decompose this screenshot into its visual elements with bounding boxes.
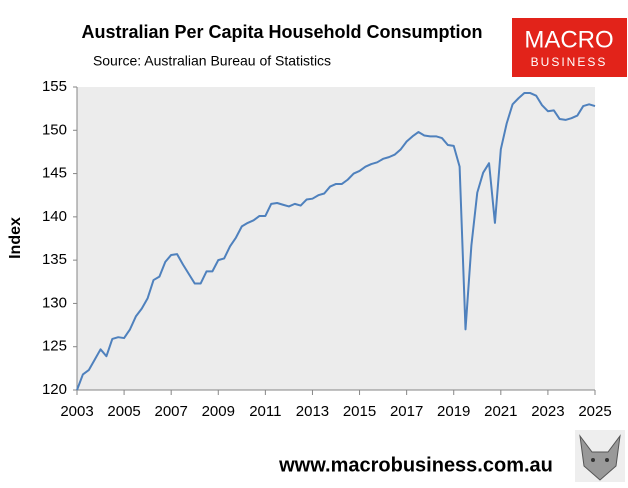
data-line: [76, 92, 596, 391]
x-tick-label: 2009: [202, 403, 235, 420]
x-tick-label: 2005: [107, 403, 140, 420]
chart-title: Australian Per Capita Household Consumpt…: [81, 22, 482, 42]
x-tick-label: 2019: [437, 403, 470, 420]
x-tick-label: 2007: [154, 403, 187, 420]
footer: www.macrobusiness.com.au: [278, 454, 553, 476]
y-tick-label: 135: [42, 251, 67, 268]
x-tick-label: 2023: [531, 403, 564, 420]
y-tick-label: 125: [42, 338, 67, 355]
x-tick-label: 2021: [484, 403, 517, 420]
y-tick-label: 150: [42, 121, 67, 138]
chart-subtitle: Source: Australian Bureau of Statistics: [93, 53, 331, 69]
x-tick-label: 2013: [296, 403, 329, 420]
logo-text: BUSINESS: [531, 55, 608, 69]
x-tick-label: 2011: [249, 403, 281, 420]
y-tick-label: 140: [42, 208, 67, 225]
x-tick-label: 2003: [60, 403, 93, 420]
x-tick-label: 2015: [343, 403, 376, 420]
y-axis-label: Index: [7, 217, 24, 259]
y-tick-label: 155: [42, 78, 67, 95]
plot-area: [77, 87, 595, 390]
logo: [512, 18, 627, 77]
wolf-icon: [575, 430, 625, 482]
y-tick-label: 145: [42, 165, 67, 182]
x-tick-label: 2017: [390, 403, 423, 420]
y-tick-label: 120: [42, 381, 67, 398]
logo-text: MACRO: [524, 26, 613, 53]
x-tick-label: 2025: [578, 403, 611, 420]
y-tick-label: 130: [42, 294, 67, 311]
